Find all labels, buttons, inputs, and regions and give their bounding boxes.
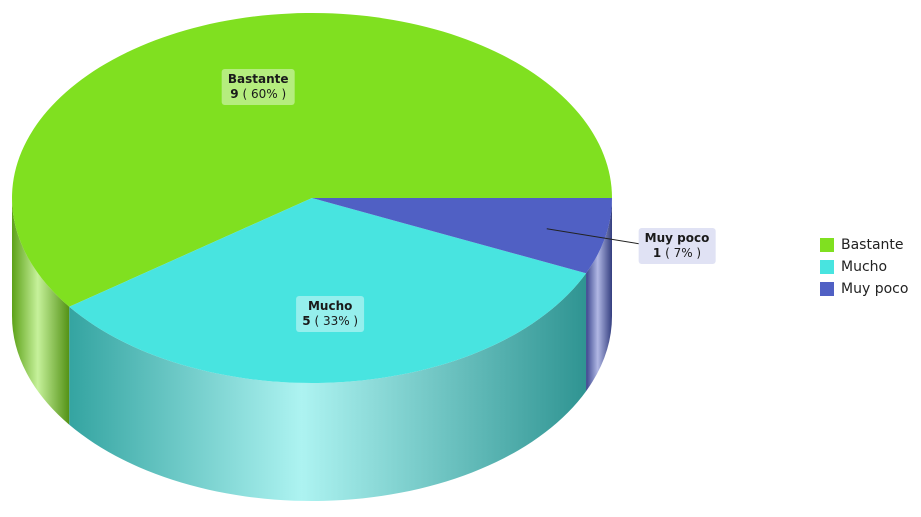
slice-label-muy-poco: Muy poco 1 ( 7% ) bbox=[638, 228, 716, 265]
slice-count: 1 bbox=[652, 246, 662, 261]
slice-label-name: Bastante bbox=[227, 72, 289, 87]
slice-percent: 33% bbox=[322, 313, 350, 328]
legend-item-bastante[interactable]: Bastante bbox=[820, 234, 908, 256]
pie-side-walls bbox=[12, 198, 612, 501]
pie-side-bastante bbox=[12, 198, 70, 425]
slice-label-bastante: Bastante 9 ( 60% ) bbox=[221, 69, 295, 106]
leader-lines bbox=[546, 228, 643, 245]
pie-side-mucho bbox=[69, 273, 587, 501]
chart-legend: Bastante Mucho Muy poco bbox=[820, 234, 908, 300]
legend-swatch bbox=[820, 260, 834, 274]
slice-count: 5 bbox=[302, 313, 311, 328]
slice-percent: 60% bbox=[250, 87, 278, 102]
pie-slice-muy-poco[interactable] bbox=[312, 198, 612, 274]
legend-label: Mucho bbox=[841, 259, 888, 275]
slice-label-mucho: Mucho 5 ( 33% ) bbox=[296, 295, 365, 332]
pie-side-muy-poco bbox=[586, 198, 612, 392]
slice-label-name: Muy poco bbox=[644, 231, 710, 246]
legend-swatch bbox=[820, 282, 834, 296]
slice-label-name: Mucho bbox=[307, 298, 353, 313]
legend-item-muy-poco[interactable]: Muy poco bbox=[820, 278, 908, 300]
pie-slice-bastante[interactable] bbox=[11, 12, 612, 307]
slice-percent: 7% bbox=[673, 246, 693, 261]
slice-label-value: 1 ( 7% ) bbox=[652, 246, 702, 261]
legend-label: Bastante bbox=[841, 237, 904, 253]
legend-label: Muy poco bbox=[841, 281, 909, 297]
slice-label-value: 9 ( 60% ) bbox=[230, 87, 287, 102]
slice-label-value: 5 ( 33% ) bbox=[302, 313, 359, 328]
pie-slice-mucho[interactable] bbox=[69, 198, 587, 383]
legend-swatch bbox=[820, 238, 834, 252]
pie-top-face bbox=[11, 12, 612, 383]
legend-item-mucho[interactable]: Mucho bbox=[820, 256, 908, 278]
leader-line bbox=[546, 228, 643, 245]
slice-count: 9 bbox=[230, 87, 239, 102]
